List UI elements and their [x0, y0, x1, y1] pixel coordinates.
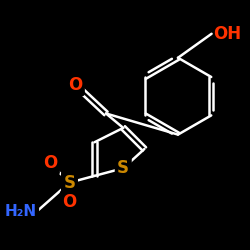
- Text: O: O: [68, 76, 82, 94]
- Text: O: O: [43, 154, 58, 172]
- Text: OH: OH: [213, 25, 241, 43]
- Text: S: S: [64, 174, 76, 192]
- Text: S: S: [117, 159, 129, 177]
- Text: H₂N: H₂N: [5, 204, 37, 219]
- Text: O: O: [62, 193, 76, 211]
